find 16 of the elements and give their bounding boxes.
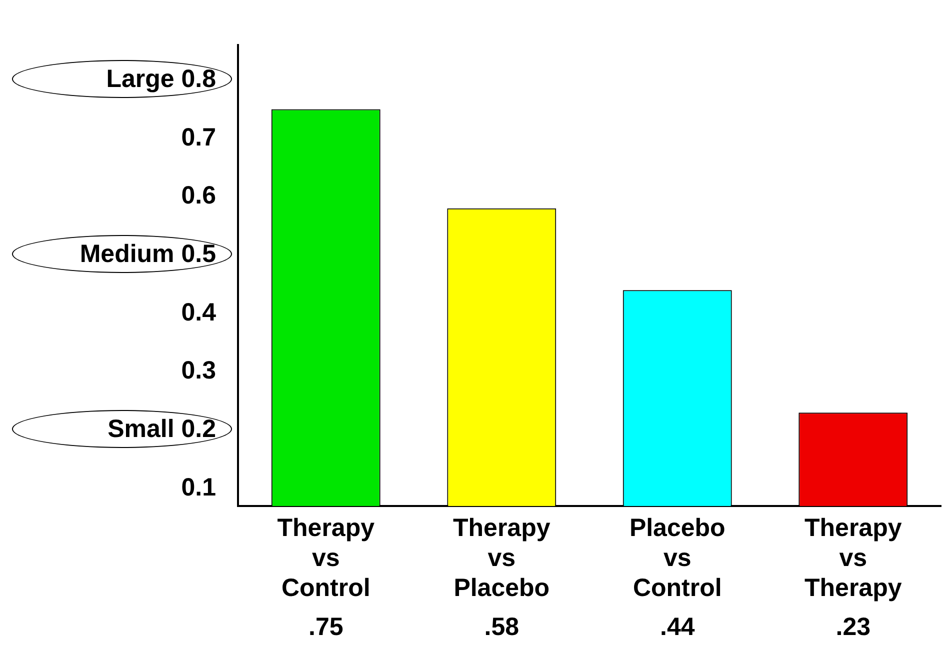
y-tick-label: Large 0.8 [106, 64, 216, 93]
x-tick-label: Placebo vs Control [629, 514, 726, 602]
x-tick-label: Therapy vs Placebo [452, 514, 550, 602]
data-label: .58 [484, 612, 520, 641]
y-tick-label: 0.1 [181, 473, 216, 502]
data-label: .75 [308, 612, 344, 641]
x-tick-label: Therapy vs Therapy [804, 514, 902, 602]
data-label: .23 [836, 612, 871, 641]
y-tick-label: Small 0.2 [108, 415, 216, 444]
x-tick-label: Therapy vs Control [277, 514, 375, 602]
y-tick-label: 0.7 [181, 123, 216, 152]
y-tick-label: 0.6 [181, 182, 216, 210]
y-tick-label: 0.3 [181, 356, 216, 385]
y-tick-label: Medium 0.5 [80, 240, 216, 268]
y-tick-label: 0.4 [181, 298, 216, 326]
data-label: .44 [660, 612, 695, 641]
